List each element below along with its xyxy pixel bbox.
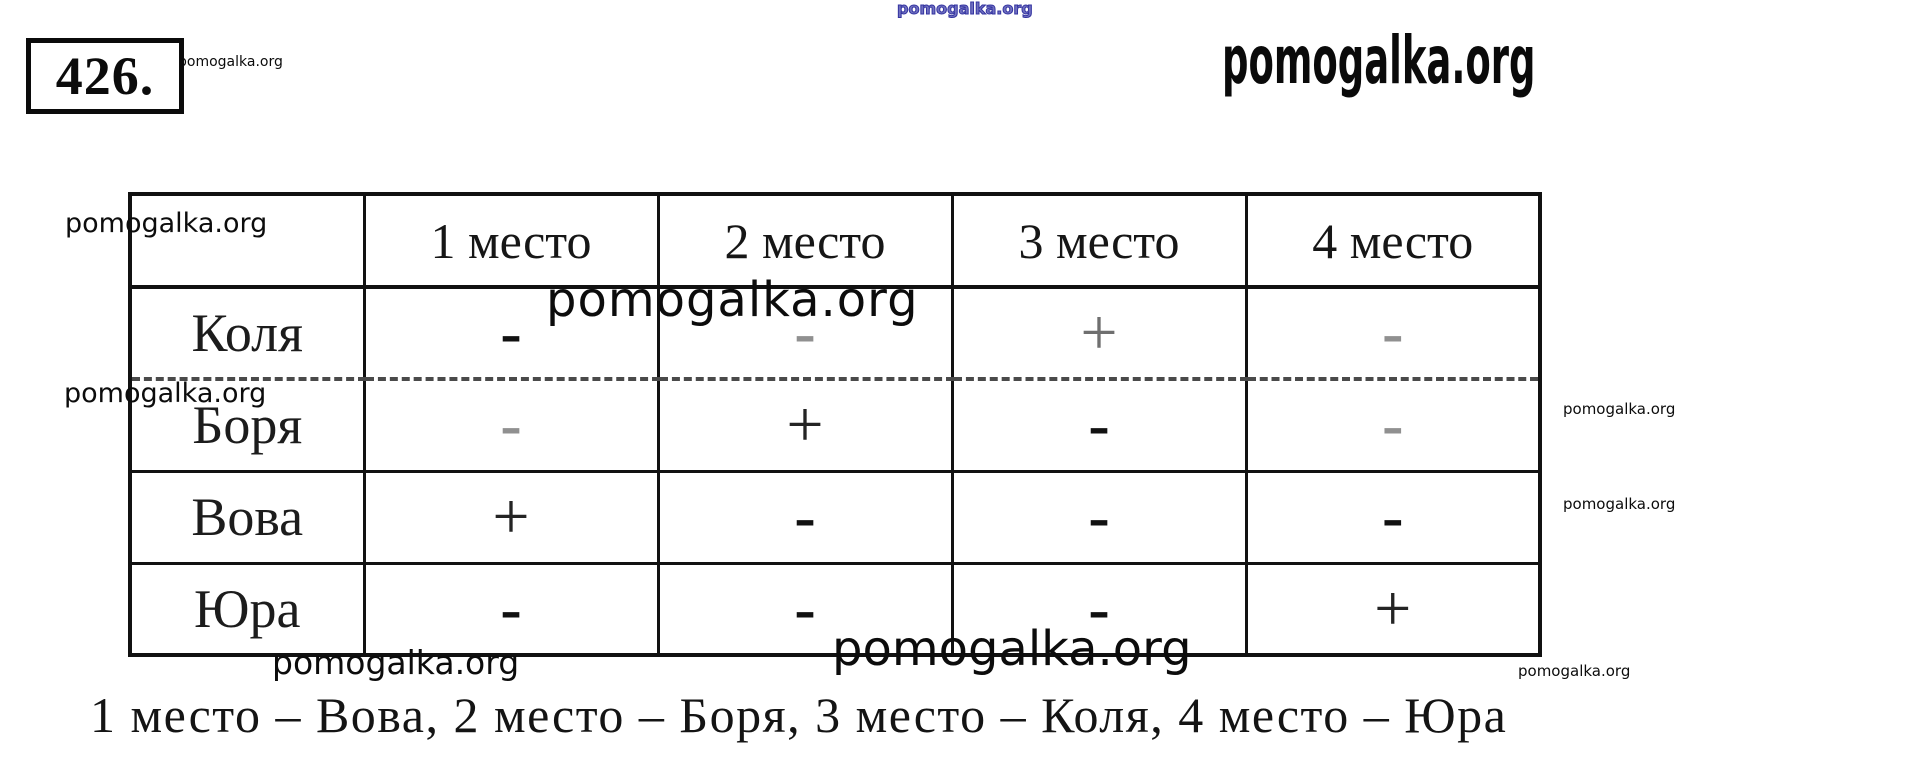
header-place-1: 1 место	[362, 192, 660, 289]
site-brand: pomogalka.org	[1222, 22, 1536, 99]
watermark-right-lower: pomogalka.org	[1563, 495, 1676, 513]
watermark-header-cell: pomogalka.org	[65, 208, 268, 239]
watermark-top-center: pomogalka.org	[897, 0, 1034, 18]
table-row: Коля - - + -	[128, 285, 1542, 381]
table-row: Юра - - - +	[128, 561, 1542, 657]
mark-cell: -	[1088, 389, 1110, 461]
header-place-2: 2 место	[656, 192, 954, 289]
mark-cell: -	[1382, 389, 1404, 461]
watermark-bottom-right: pomogalka.org	[1518, 662, 1631, 680]
table-row: Боря - + - -	[128, 377, 1542, 473]
problem-number-box: 426.	[26, 38, 184, 114]
results-table: 1 место 2 место 3 место 4 место Коля - -…	[128, 192, 1542, 657]
mark-cell: +	[786, 388, 824, 462]
watermark-table-center: pomogalka.org	[546, 272, 919, 328]
watermark-bottom-center: pomogalka.org	[832, 621, 1192, 677]
row-name: Коля	[128, 285, 366, 381]
mark-cell: -	[794, 297, 816, 368]
mark-cell: -	[500, 389, 522, 461]
watermark-left-middle: pomogalka.org	[64, 378, 267, 409]
corner-cell	[128, 192, 366, 289]
mark-cell: -	[1088, 572, 1110, 644]
mark-cell: -	[794, 572, 816, 644]
mark-cell: -	[1382, 481, 1404, 552]
mark-cell: -	[1088, 481, 1110, 552]
table-header-row: 1 место 2 место 3 место 4 место	[128, 192, 1542, 289]
mark-cell: -	[794, 481, 816, 552]
header-place-3: 3 место	[950, 192, 1248, 289]
row-name: Вова	[128, 469, 366, 565]
mark-cell: +	[1374, 571, 1412, 645]
row-name: Юра	[128, 561, 366, 657]
table-row: Вова + - - -	[128, 469, 1542, 565]
watermark-right-upper: pomogalka.org	[1563, 400, 1676, 418]
watermark-bottom-left: pomogalka.org	[272, 643, 520, 682]
mark-cell: -	[500, 572, 522, 644]
mark-cell: -	[500, 297, 522, 368]
problem-number: 426.	[55, 46, 155, 106]
watermark-top-left: pomogalka.org	[178, 54, 283, 70]
header-place-4: 4 место	[1244, 192, 1542, 289]
mark-cell: +	[492, 480, 530, 553]
answer-text: 1 место – Вова, 2 место – Боря, 3 место …	[90, 687, 1508, 743]
mark-cell: -	[1382, 297, 1404, 368]
row-name: Боря	[128, 377, 366, 473]
mark-cell: +	[1080, 296, 1118, 369]
